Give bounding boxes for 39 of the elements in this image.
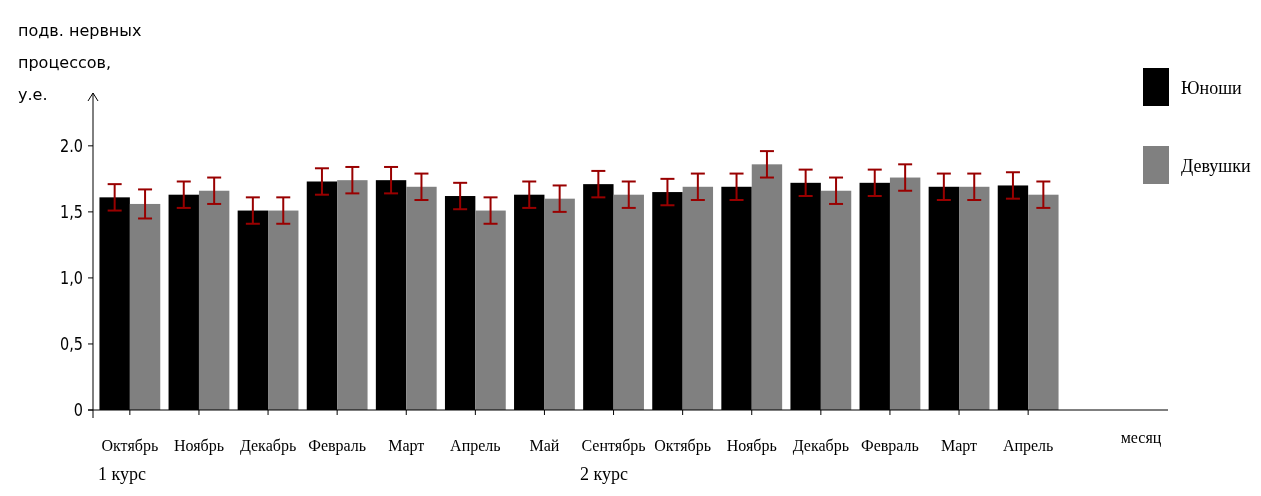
x-tick-label: Март (388, 437, 425, 455)
x-tick-label: Декабрь (792, 437, 849, 455)
text: 1 курс (98, 464, 146, 484)
bar (337, 180, 368, 410)
bar (198, 190, 230, 410)
y-tick-label: 2.0 (60, 135, 83, 157)
x-tick-label: Октябрь (654, 437, 711, 455)
x-tick-label: Февраль (308, 437, 367, 455)
bar (268, 210, 299, 410)
bar (889, 177, 921, 410)
x-tick-label: Октябрь (101, 437, 159, 455)
legend-label: Девушки (1181, 156, 1251, 176)
x-tick-label: Февраль (861, 437, 919, 455)
bar (682, 186, 714, 410)
bar (751, 164, 783, 410)
bar (129, 203, 161, 410)
x-tick-label: Ноябрь (173, 437, 224, 455)
bar (820, 190, 852, 410)
y-axis-title: подв. нервных процессов, у.е. (18, 21, 142, 104)
bar (406, 186, 437, 410)
bar (544, 198, 575, 410)
x-axis-title: месяц (1120, 429, 1162, 447)
x-tick-label: Апрель (450, 437, 501, 455)
bar (613, 194, 644, 410)
bar (475, 210, 506, 410)
x-tick-label: Апрель (1002, 437, 1054, 455)
x-tick-label: Март (940, 437, 978, 455)
x-tick-label: Ноябрь (726, 437, 777, 455)
x-tick-label: Сентябрь (581, 437, 646, 455)
bar (959, 186, 990, 410)
y-tick-label: 0 (73, 399, 83, 421)
y-tick-label: 0,5 (60, 333, 83, 355)
y-tick-label: 1,0 (60, 267, 83, 289)
text: 2 курс (580, 464, 628, 484)
legend-label: Юноши (1181, 78, 1242, 98)
x-tick-label: Май (529, 437, 560, 454)
y-tick-label: 1,5 (60, 201, 83, 223)
bar (1028, 194, 1059, 410)
x-tick-label: Декабрь (239, 437, 297, 455)
